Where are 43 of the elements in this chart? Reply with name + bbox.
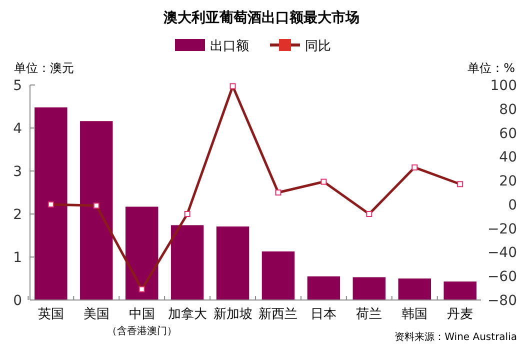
- y-axis-title: 单位：澳元: [14, 61, 74, 75]
- bar: [352, 277, 386, 300]
- text: 资料来源：Wine Australia: [394, 331, 517, 343]
- legend-label: 出口额: [210, 39, 249, 54]
- x-tick-label: 新加坡: [213, 307, 252, 322]
- x-tick-label: 荷兰: [356, 307, 382, 322]
- y2-tick-label: −20: [487, 221, 517, 238]
- y2-tick-label: 100: [490, 78, 517, 94]
- bar: [307, 276, 340, 300]
- text: （含香港澳门）: [106, 325, 177, 337]
- bar: [80, 121, 113, 300]
- bar: [216, 226, 250, 300]
- x-tick-label: 韩国: [402, 307, 428, 322]
- x-tick-label: 英国: [38, 307, 64, 322]
- bar: [398, 278, 431, 300]
- y2-tick-label: −40: [487, 245, 517, 262]
- y2-tick-label: −80: [487, 293, 517, 309]
- x-tick-label: 美国: [83, 306, 110, 322]
- bar: [444, 282, 476, 300]
- y-tick-label: 0: [13, 293, 22, 309]
- y-tick-label: 2: [13, 207, 22, 223]
- bar: [34, 107, 68, 300]
- y2-tick-label: 20: [499, 174, 517, 190]
- y-tick-label: 3: [13, 164, 22, 180]
- y-tick-label: 1: [13, 250, 22, 266]
- y-tick-label: 5: [13, 78, 22, 94]
- chart-title: 澳大利亚葡萄酒出口额最大市场: [162, 9, 360, 26]
- y2-tick-label: 60: [499, 126, 517, 142]
- x-tick-label: 丹麦: [447, 307, 474, 322]
- y2-tick-label: −60: [487, 269, 517, 286]
- y-tick-label: 4: [13, 121, 22, 137]
- x-tick-label: 加拿大: [168, 307, 207, 322]
- x-tick-label: 日本: [310, 307, 337, 322]
- bar: [262, 251, 295, 300]
- legend-label: 同比: [305, 39, 331, 54]
- x-tick-label: 中国: [128, 307, 155, 322]
- y2-axis-title: 单位：%: [468, 61, 515, 75]
- x-tick-label: 新西兰: [258, 307, 298, 322]
- y2-tick-label: 0: [508, 197, 517, 214]
- y2-tick-label: 40: [499, 150, 517, 166]
- y2-tick-label: 80: [499, 102, 517, 118]
- bar: [170, 225, 204, 300]
- bar: [125, 206, 158, 300]
